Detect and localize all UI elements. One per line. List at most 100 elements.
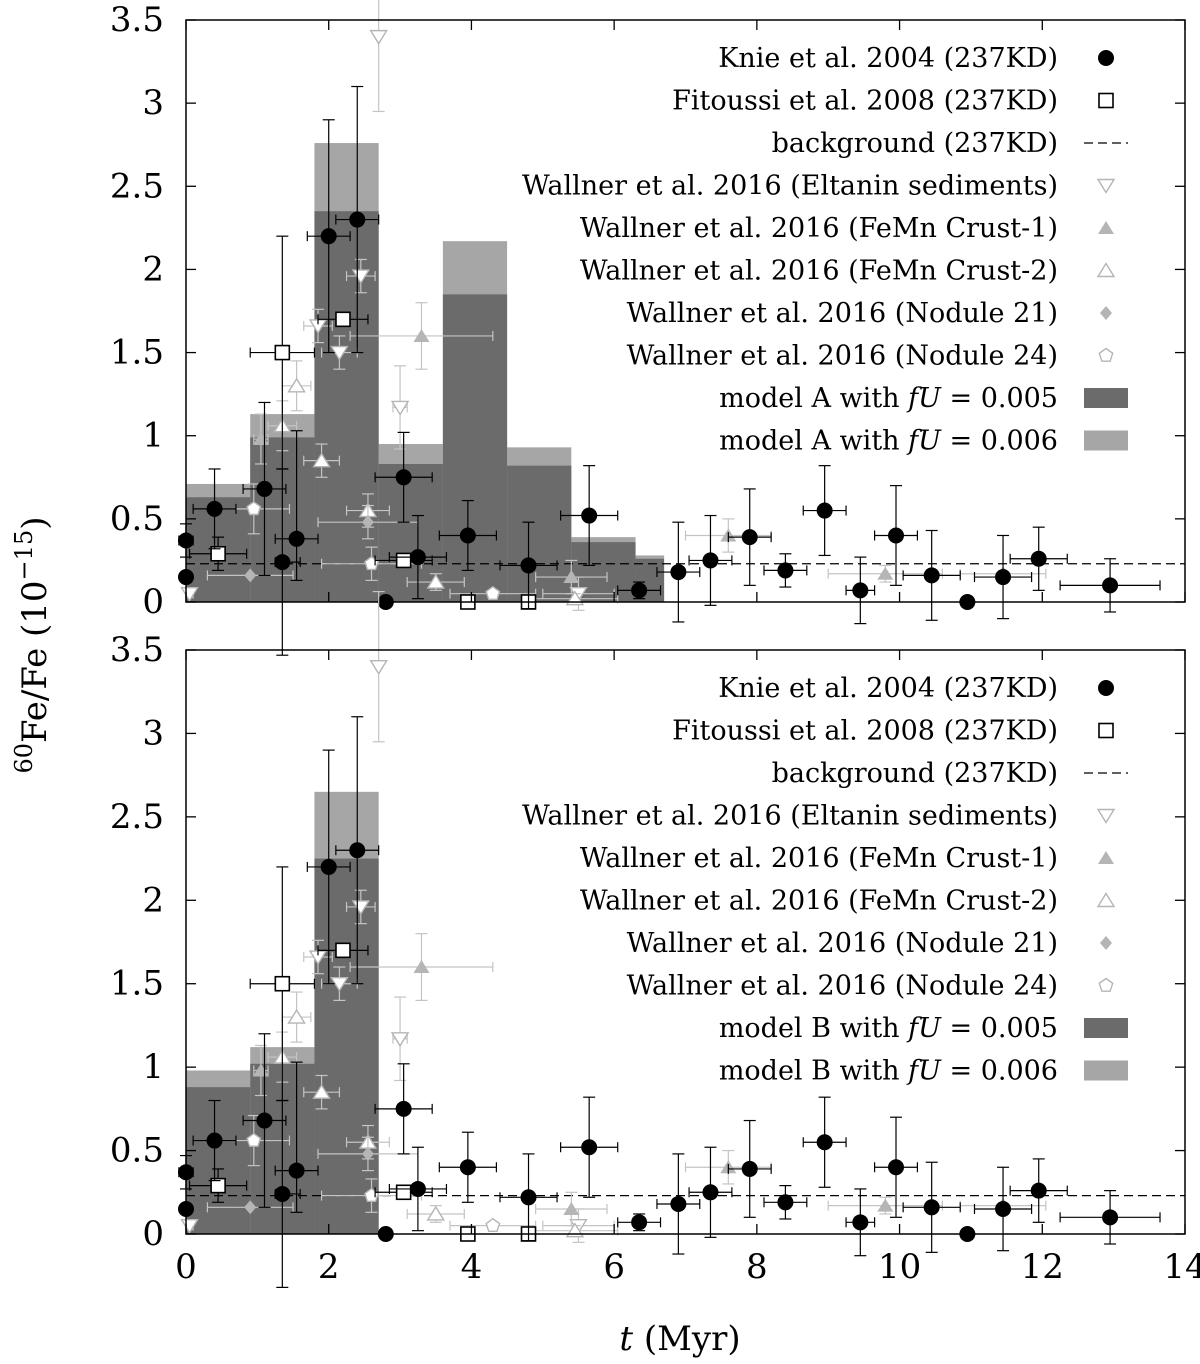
top-knie-marker-7	[349, 211, 366, 228]
top-legend-label-0: Knie et al. 2004 (237KD)	[718, 43, 1058, 74]
bottom-legend-label-var-9: fU	[906, 1056, 942, 1087]
top-fitoussi-marker-2	[335, 311, 351, 328]
bottom-ytick-label-5: 2.5	[110, 797, 164, 837]
top-knie-marker-12	[520, 557, 537, 574]
bottom-legend-key-3	[1096, 808, 1116, 824]
top-ytick-label-2: 1	[142, 416, 164, 456]
top-knie-marker-20	[852, 582, 869, 599]
bottom-xtick-label-1: 2	[318, 1247, 340, 1287]
bottom-knie-marker-2	[206, 1132, 223, 1149]
bottom-fitoussi-point-1	[249, 866, 316, 1102]
bottom-crust2-marker-4	[426, 1205, 446, 1221]
bottom-knie-point-12	[499, 1153, 558, 1242]
top-crust1-marker-4	[563, 570, 580, 584]
bottom-knie-marker-11	[459, 1159, 476, 1176]
top-legend-item-3: Wallner et al. 2016 (Eltanin sediments)	[522, 171, 1116, 202]
top-knie-marker-6	[320, 228, 337, 245]
top-eltanin-point-5	[390, 365, 410, 450]
bottom-crust1-marker-3	[877, 1198, 894, 1212]
top-legend-label-9: model A with fU = 0.006	[719, 426, 1058, 457]
top-legend-label-5: Wallner et al. 2016 (FeMn Crust-2)	[580, 256, 1058, 287]
bottom-nodule24-point-2	[449, 1217, 537, 1233]
bottom-eltanin-point-5	[390, 996, 410, 1082]
y-axis-title-exponent: −15	[10, 530, 38, 581]
bottom-legend-key-0	[1098, 680, 1114, 696]
bottom-legend-key-9	[1084, 1060, 1128, 1081]
top-legend-label-part-8: model A with	[719, 383, 908, 414]
top-knie-point-26	[1059, 558, 1161, 613]
top-legend-key-0	[1098, 50, 1114, 66]
bottom-knie-point-3	[242, 1033, 287, 1208]
top-legend-item-8: model A with fU = 0.005	[719, 383, 1128, 414]
bottom-legend-item-6: Wallner et al. 2016 (Nodule 21)	[627, 928, 1112, 959]
top-legend-label-value-8: = 0.005	[941, 383, 1058, 414]
top-knie-point-16	[688, 514, 733, 606]
top-legend-label-6: Wallner et al. 2016 (Nodule 21)	[627, 298, 1058, 329]
top-knie-marker-17	[741, 529, 758, 546]
top-legend: Knie et al. 2004 (237KD) Fitoussi et al. …	[522, 43, 1128, 457]
bottom-ytick-label-2: 1	[142, 1047, 164, 1087]
top-crust1-marker-3	[877, 566, 894, 580]
bottom-knie-marker-3	[256, 1112, 273, 1129]
top-legend-item-1: Fitoussi et al. 2008 (237KD)	[672, 86, 1114, 117]
bottom-knie-point-26	[1059, 1190, 1161, 1245]
bottom-legend-label-6: Wallner et al. 2016 (Nodule 21)	[627, 928, 1058, 959]
bottom-legend-key-1	[1098, 722, 1114, 739]
bottom-knie-marker-13	[581, 1139, 598, 1156]
bottom-eltanin-marker-5	[390, 1032, 410, 1048]
top-eltanin-marker-1	[369, 29, 388, 45]
top-fitoussi-marker-3	[395, 552, 412, 569]
bottom-knie-point-18	[763, 1185, 808, 1220]
top-legend-item-9: model A with fU = 0.006	[719, 426, 1128, 457]
top-legend-label-value-9: = 0.006	[941, 426, 1058, 457]
top-ytick-label-6: 3	[142, 83, 164, 123]
top-eltanin-point-1	[369, 0, 388, 113]
x-axis-title-unit: (Myr)	[633, 1319, 741, 1359]
bottom-legend-label-9: model B with fU = 0.006	[719, 1056, 1058, 1087]
bottom-legend: Knie et al. 2004 (237KD) Fitoussi et al. …	[522, 673, 1128, 1087]
bottom-fitoussi-marker-2	[335, 942, 351, 959]
top-crust2-point-1	[281, 360, 312, 412]
bottom-knie-marker-6	[320, 858, 337, 875]
bottom-legend-item-1: Fitoussi et al. 2008 (237KD)	[672, 716, 1114, 747]
top-knie-marker-2	[206, 500, 223, 517]
bottom-legend-label-3: Wallner et al. 2016 (Eltanin sediments)	[522, 801, 1058, 832]
top-ytick-label-0: 0	[142, 582, 164, 622]
bottom-legend-label-8: model B with fU = 0.005	[719, 1013, 1058, 1044]
bottom-knie-marker-18	[777, 1194, 794, 1211]
top-legend-item-5: Wallner et al. 2016 (FeMn Crust-2)	[580, 256, 1116, 287]
bottom-knie-marker-15	[670, 1195, 687, 1212]
bottom-crust1-marker-4	[563, 1201, 580, 1215]
bottom-ytick-label-4: 2	[142, 880, 164, 920]
bottom-nodule24-marker-0	[246, 1132, 262, 1147]
bottom-crust1-point-1	[349, 933, 494, 1002]
top-legend-label-4: Wallner et al. 2016 (FeMn Crust-1)	[580, 213, 1058, 244]
top-crust1-point-1	[349, 302, 494, 370]
top-fitoussi-point-0	[188, 536, 248, 572]
y-axis-title-superscript: 60	[10, 743, 38, 774]
bottom-fitoussi-marker-3	[395, 1184, 412, 1201]
top-ytick-label-1: 0.5	[110, 499, 164, 539]
bottom-plot-frame	[185, 649, 1186, 1235]
bottom-legend-label-5: Wallner et al. 2016 (FeMn Crust-2)	[580, 886, 1058, 917]
bottom-knie-point-21	[873, 1116, 919, 1218]
top-legend-label-part-9: model A with	[719, 426, 908, 457]
top-crust2-marker-4	[426, 573, 446, 589]
bottom-knie-marker-17	[741, 1160, 758, 1177]
top-knie-marker-26	[1102, 577, 1119, 594]
bottom-knie-marker-24	[995, 1200, 1012, 1217]
top-plot-frame	[185, 19, 1186, 603]
bottom-legend-label-var-8: fU	[906, 1013, 942, 1044]
bottom-ytick-label-0: 0	[142, 1214, 164, 1254]
bottom-knie-marker-14	[631, 1214, 648, 1231]
bottom-knie-point-16	[688, 1146, 733, 1238]
bottom-knie-marker-10	[409, 1180, 426, 1197]
bottom-xtick-label-3: 6	[603, 1247, 625, 1287]
top-crust2-marker-2	[312, 452, 331, 468]
top-ytick-label-3: 1.5	[110, 333, 164, 373]
bottom-crust2-marker-1	[287, 1008, 306, 1024]
top-legend-item-2: background (237KD)	[772, 128, 1128, 159]
bottom-eltanin-point-2	[303, 939, 333, 975]
